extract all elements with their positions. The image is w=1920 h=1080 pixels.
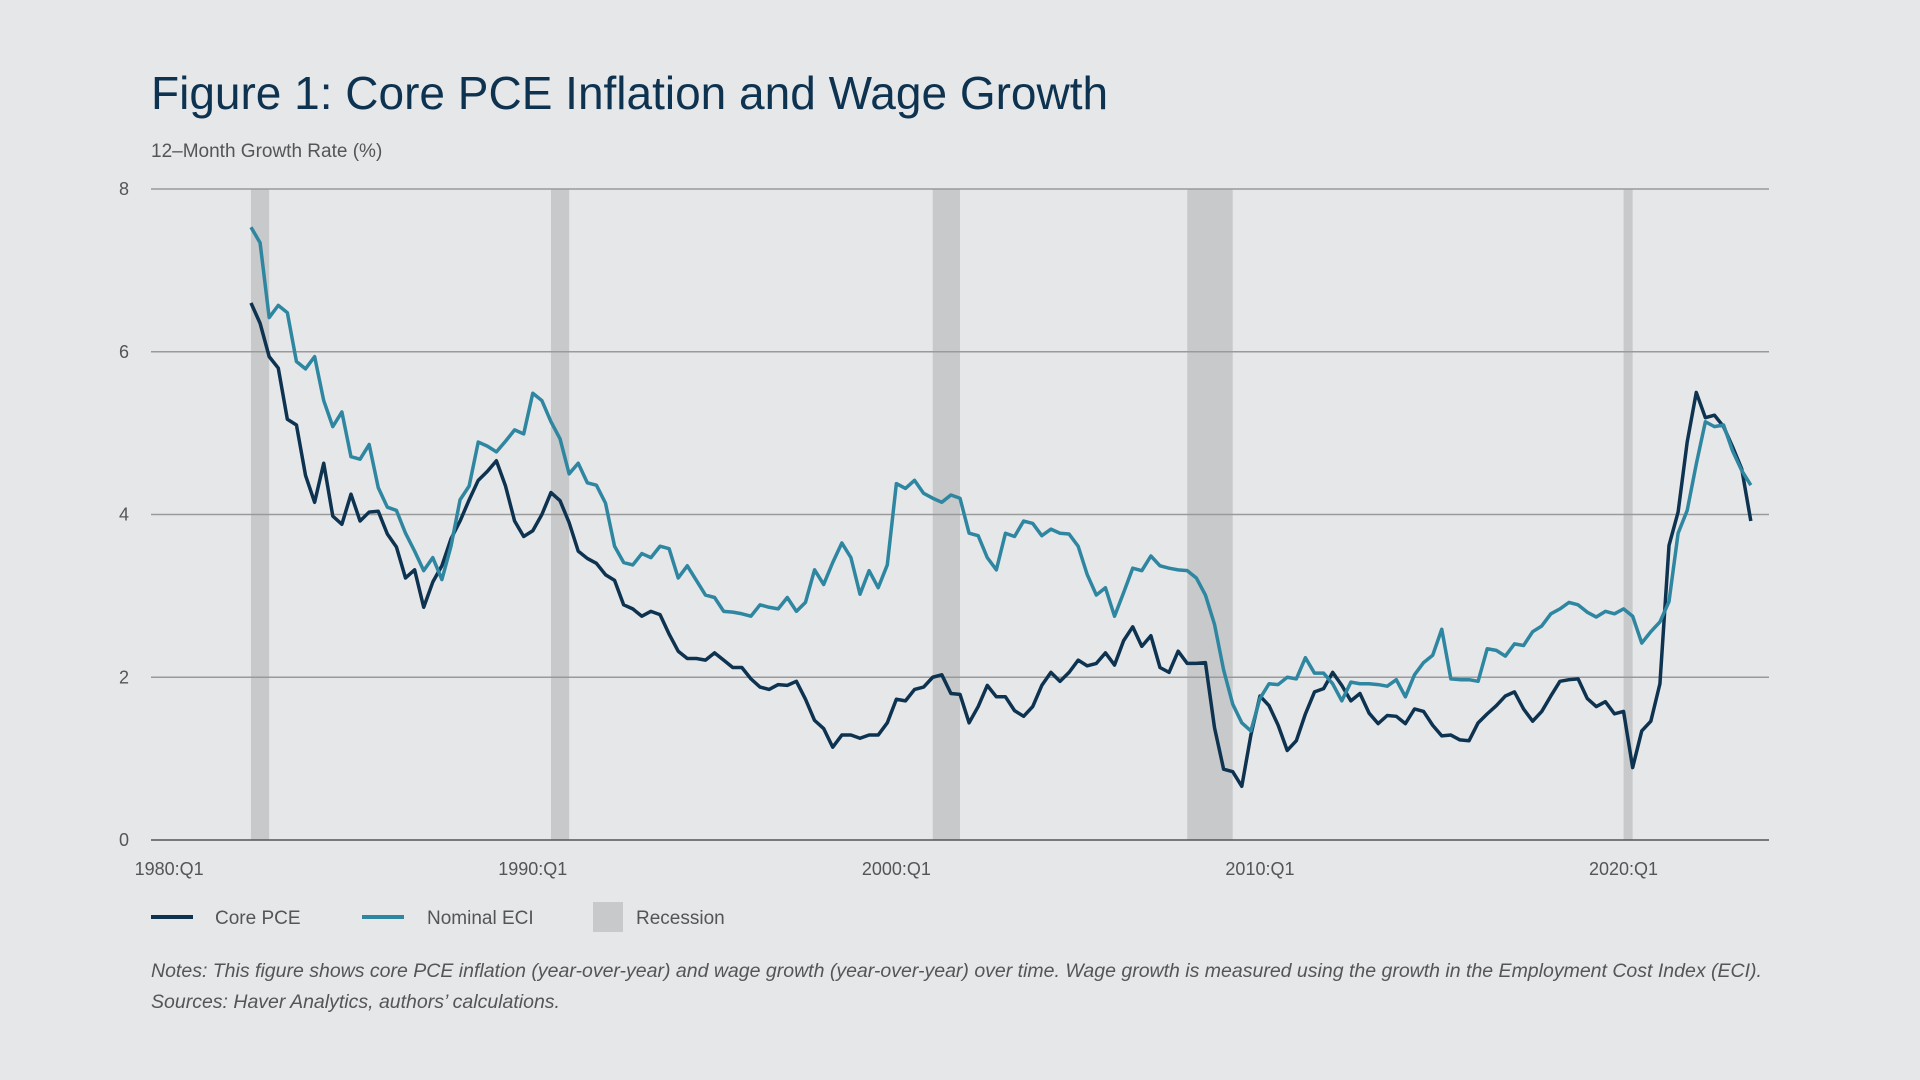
series-line <box>249 302 1753 789</box>
series-line <box>249 226 1753 733</box>
x-tick-label: 2000:Q1 <box>862 859 931 879</box>
y-tick-label: 6 <box>119 342 129 362</box>
y-tick-label: 8 <box>119 179 129 199</box>
sources: Sources: Haver Analytics, authors’ calcu… <box>151 991 560 1013</box>
y-tick-label: 0 <box>119 830 129 850</box>
legend-swatch <box>593 902 623 932</box>
legend-label: Nominal ECI <box>427 908 534 929</box>
y-tick-label: 4 <box>119 505 129 525</box>
x-tick-label: 1980:Q1 <box>135 859 204 879</box>
legend-label: Core PCE <box>215 908 301 929</box>
y-axis-label: 12–Month Growth Rate (%) <box>151 141 382 162</box>
x-tick-label: 2020:Q1 <box>1589 859 1658 879</box>
chart-title: Figure 1: Core PCE Inflation and Wage Gr… <box>151 67 1108 119</box>
legend-label: Recession <box>636 908 725 929</box>
notes: Notes: This figure shows core PCE inflat… <box>151 960 1762 982</box>
y-tick-label: 2 <box>119 667 129 687</box>
x-tick-label: 1990:Q1 <box>498 859 567 879</box>
x-tick-label: 2010:Q1 <box>1225 859 1294 879</box>
